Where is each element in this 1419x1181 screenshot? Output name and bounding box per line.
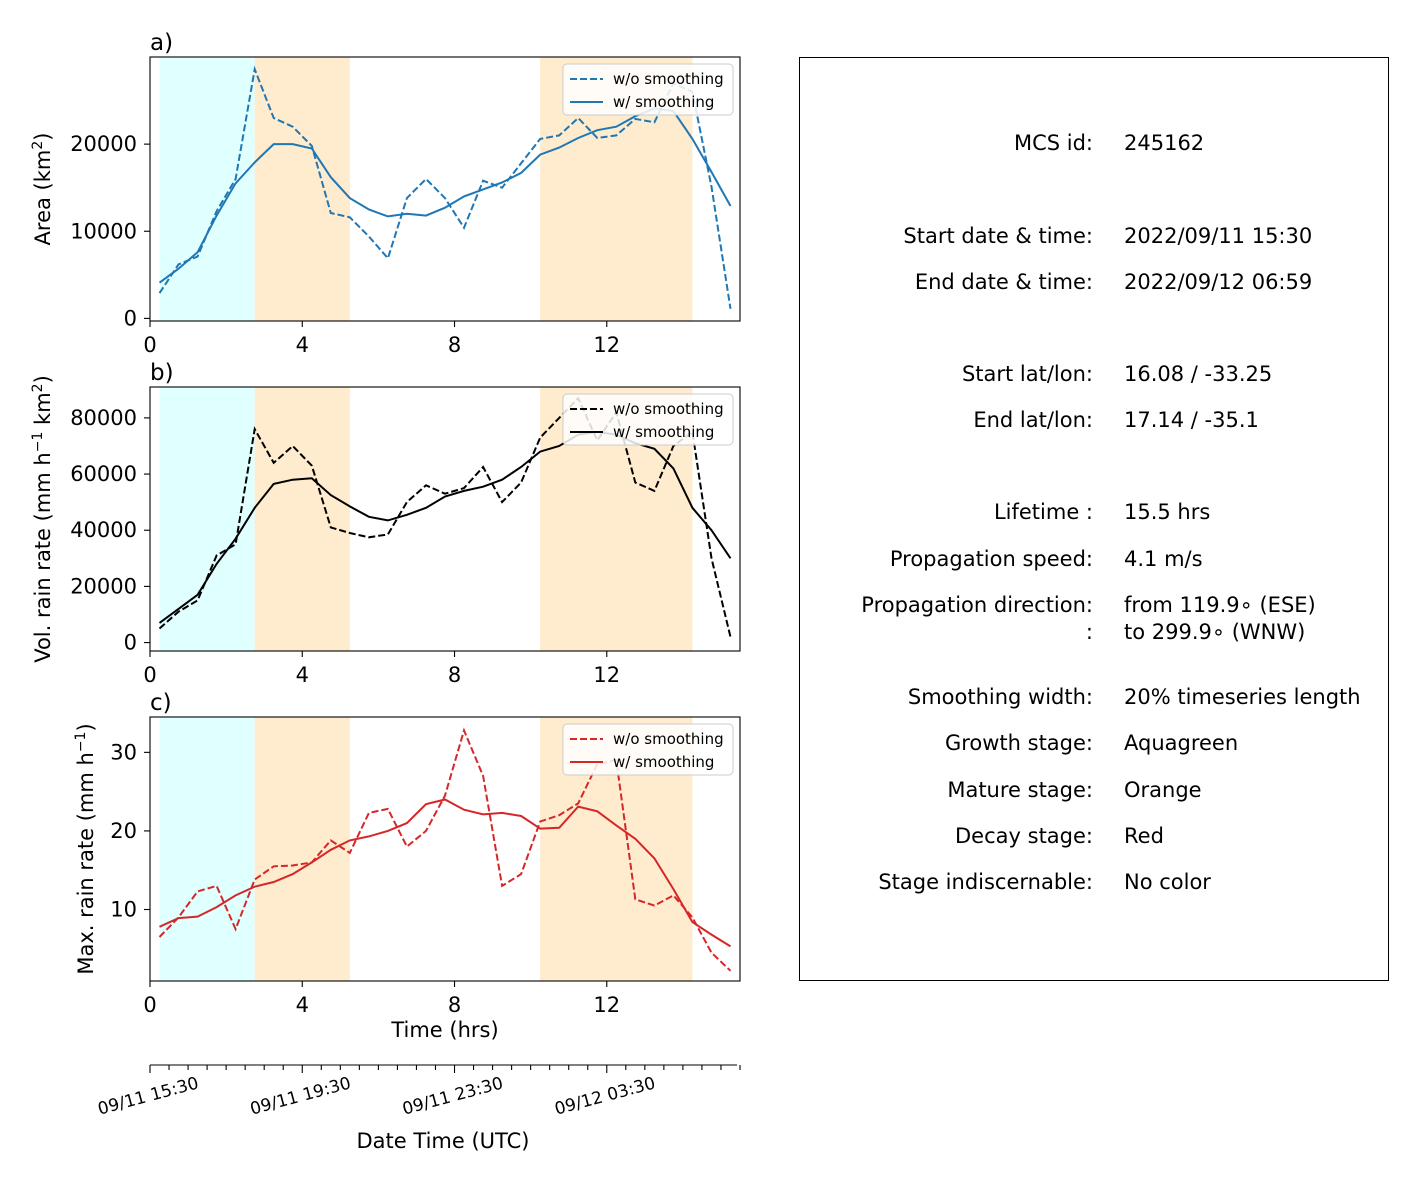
datetime-axis: 09/11 15:30 09/11 19:30 09/11 23:30 09/12 0… [96,1064,741,1153]
panel-b-vol-rain: 0 4 8 12 0 20000 40000 60000 80000 b) Vol. rain … [30,360,741,687]
x-tick-label: 0 [143,663,156,687]
legend-label: w/o smoothing [613,400,724,418]
y-tick-label: 30 [110,740,137,764]
y-tick-label: 60000 [70,462,137,486]
x-axis-label: Time (hrs) [390,1018,498,1042]
x-tick-label: 4 [296,663,309,687]
legend-box [562,63,734,116]
growth-stage-label: Growth stage: [944,731,1093,755]
mcs-info-panel [799,57,1389,981]
stage-shade-growth [159,57,255,321]
lifetime-value: 15.5 hrs [1124,500,1211,524]
datetime-tick-label: 09/11 15:30 [96,1073,201,1119]
legend-label: w/ smoothing [613,423,714,441]
y-tick-label: 20000 [70,132,137,156]
legend: w/o smoothing w/ smoothing [562,393,734,446]
speed-label: Propagation speed: [889,547,1093,571]
legend-label: w/o smoothing [613,70,724,88]
smoothing-value: 20% timeseries length [1124,685,1361,709]
x-tick-label: 12 [593,333,620,357]
legend-box [562,393,734,446]
y-axis-label: Vol. rain rate (mm h−1 km2) [30,375,55,663]
series-line-unsmoothed [158,727,732,972]
start-datetime-value: 2022/09/11 15:30 [1124,224,1313,248]
mcs-id-label: MCS id: [1013,131,1093,155]
y-tick-label: 40000 [70,518,137,542]
stage-shade-mature [254,387,350,651]
growth-stage-value: Aquagreen [1124,731,1239,755]
decay-stage-label: Decay stage: [955,824,1093,848]
direction-cont-label: : [1085,620,1093,644]
axes-frame [149,56,741,322]
smoothing-label: Smoothing width: [907,685,1093,709]
x-tick-label: 0 [143,993,156,1017]
legend-label: w/ smoothing [613,93,714,111]
direction-to-value: to 299.9∘ (WNW) [1124,620,1306,644]
stage-shade-growth [159,717,255,981]
mcs-id-value: 245162 [1124,131,1205,155]
x-tick-label: 0 [143,333,156,357]
start-datetime-label: Start date & time: [903,224,1093,248]
x-tick-label: 8 [448,993,461,1017]
x-tick-label: 4 [296,333,309,357]
axes-frame [149,716,741,982]
mature-stage-label: Mature stage: [947,778,1093,802]
x-tick-label: 12 [593,993,620,1017]
end-latlon-value: 17.14 / -35.1 [1124,408,1259,432]
start-latlon-value: 16.08 / -33.25 [1124,362,1273,386]
legend: w/o smoothing w/ smoothing [562,63,734,116]
y-tick-label: 0 [124,631,137,655]
x-tick-label: 8 [448,333,461,357]
legend-label: w/ smoothing [613,753,714,771]
x-tick-label: 4 [296,993,309,1017]
lifetime-label: Lifetime : [993,500,1093,524]
series-line-smoothed [159,798,732,948]
panel-c-max-rain: 0 4 8 12 10 20 30 c) Max. rain rate (mm h−1) T… [73,690,741,1042]
datetime-tick-label: 09/11 19:30 [248,1073,353,1119]
legend-box [562,723,734,776]
indiscernable-stage-value: No color [1124,870,1211,894]
stage-shade-mature [254,717,350,981]
panel-label: b) [150,360,174,386]
legend: w/o smoothing w/ smoothing [562,723,734,776]
direction-label: Propagation direction: [861,593,1093,617]
end-latlon-label: End lat/lon: [973,408,1093,432]
y-axis-label: Max. rain rate (mm h−1) [73,723,98,974]
direction-from-value: from 119.9∘ (ESE) [1124,593,1316,617]
panel-label: c) [150,690,172,716]
datetime-axis-label: Date Time (UTC) [357,1129,530,1153]
legend-label: w/o smoothing [613,730,724,748]
y-axis-label: Area (km2) [30,133,55,246]
datetime-tick-label: 09/11 23:30 [400,1073,505,1119]
panel-a-area: 0 4 8 12 0 10000 20000 a) Area (km2) w/o smoot… [30,30,741,357]
y-tick-label: 10 [110,898,137,922]
y-tick-label: 80000 [70,406,137,430]
x-tick-label: 12 [593,663,620,687]
stage-shade-mature [254,57,350,321]
series-line-smoothed [158,107,732,284]
y-tick-label: 20 [110,819,137,843]
end-datetime-label: End date & time: [914,270,1093,294]
y-tick-label: 20000 [70,574,137,598]
mature-stage-value: Orange [1124,778,1202,802]
axes-frame [149,386,741,652]
decay-stage-value: Red [1124,824,1164,848]
datetime-tick-label: 09/12 03:30 [553,1073,658,1119]
y-tick-label: 10000 [70,219,137,243]
indiscernable-stage-label: Stage indiscernable: [878,870,1093,894]
series-line-unsmoothed [158,396,732,638]
speed-value: 4.1 m/s [1124,547,1203,571]
x-tick-label: 8 [448,663,461,687]
panel-label: a) [150,30,173,56]
y-tick-label: 0 [124,306,137,330]
series-line-unsmoothed [158,65,732,309]
start-latlon-label: Start lat/lon: [961,362,1093,386]
end-datetime-value: 2022/09/12 06:59 [1124,270,1313,294]
